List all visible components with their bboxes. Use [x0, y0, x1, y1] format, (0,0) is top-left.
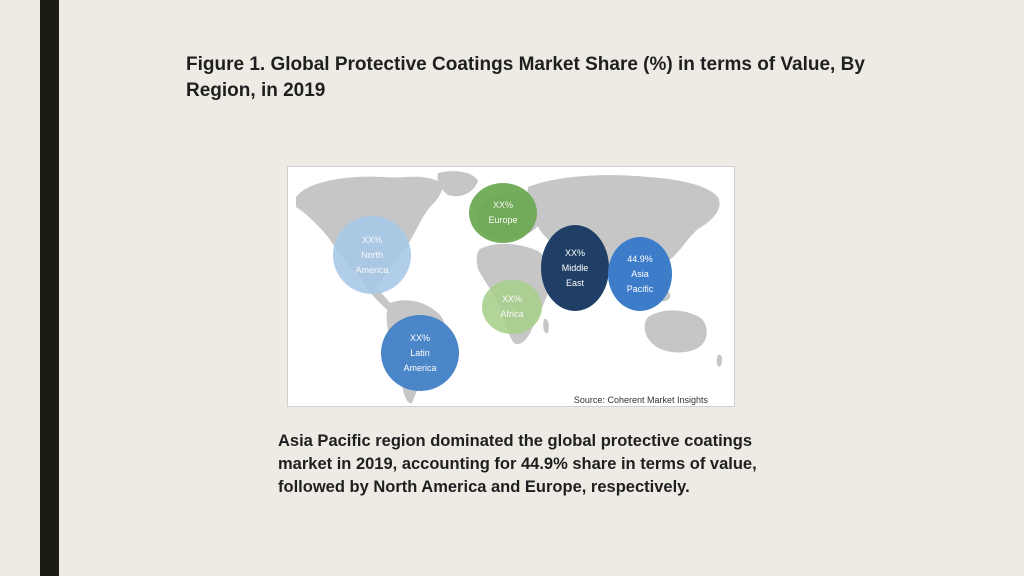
middle-east-label-line2: East: [565, 277, 584, 288]
middle-east-share: XX%: [564, 247, 585, 258]
greenland-landmass: [437, 171, 478, 197]
north-america-share: XX%: [361, 234, 382, 245]
north-america-bubble: XX% North America: [333, 216, 411, 294]
asia-pacific-label-line2: Pacific: [626, 283, 654, 294]
north-america-label-line2: America: [355, 264, 389, 275]
asia-pacific-label-line1: Asia: [631, 268, 649, 279]
australia-landmass: [644, 310, 707, 353]
europe-bubble: XX% Europe: [469, 183, 537, 243]
madagascar-landmass: [543, 318, 549, 334]
europe-share: XX%: [492, 200, 513, 210]
latin-america-label-line1: Latin: [410, 347, 430, 358]
new-zealand-landmass: [716, 354, 723, 367]
africa-share: XX%: [501, 294, 522, 304]
world-map-figure: XX% North America XX% Europe XX% Middle …: [287, 166, 735, 407]
summary-caption: Asia Pacific region dominated the global…: [278, 432, 757, 496]
middle-east-bubble: XX% Middle East: [541, 225, 609, 311]
source-note: Source: Coherent Market Insights: [573, 395, 708, 405]
middle-east-label-line1: Middle: [561, 262, 589, 273]
europe-label: Europe: [488, 215, 518, 225]
africa-label: Africa: [500, 309, 524, 319]
north-america-label-line1: North: [360, 249, 383, 260]
asia-pacific-bubble: 44.9% Asia Pacific: [608, 237, 672, 311]
japan-landmass: [687, 217, 696, 236]
latin-america-bubble: XX% Latin America: [381, 315, 459, 391]
left-accent-bar: [40, 0, 59, 576]
latin-america-label-line2: America: [403, 362, 437, 373]
asia-pacific-share: 44.9%: [627, 253, 653, 264]
latin-america-share: XX%: [409, 332, 430, 343]
figure-title: Figure 1. Global Protective Coatings Mar…: [186, 54, 865, 101]
africa-bubble: XX% Africa: [482, 280, 542, 334]
